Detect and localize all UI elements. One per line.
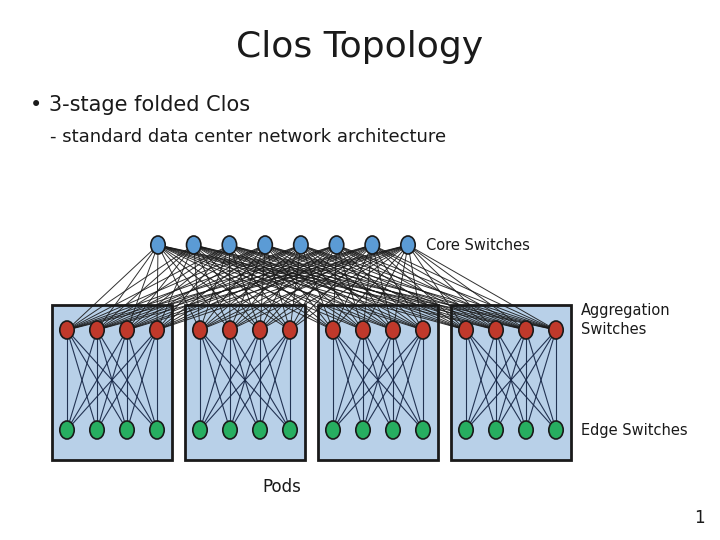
Ellipse shape xyxy=(186,236,201,254)
Ellipse shape xyxy=(386,421,400,439)
Ellipse shape xyxy=(549,321,563,339)
Ellipse shape xyxy=(60,421,74,439)
Ellipse shape xyxy=(416,321,431,339)
Ellipse shape xyxy=(386,321,400,339)
Text: • 3-stage folded Clos: • 3-stage folded Clos xyxy=(30,95,250,115)
Bar xyxy=(318,305,438,460)
Ellipse shape xyxy=(356,421,370,439)
Ellipse shape xyxy=(519,321,534,339)
Ellipse shape xyxy=(489,421,503,439)
Ellipse shape xyxy=(294,236,308,254)
Ellipse shape xyxy=(120,321,134,339)
Ellipse shape xyxy=(356,321,370,339)
Ellipse shape xyxy=(489,321,503,339)
Ellipse shape xyxy=(325,321,341,339)
Ellipse shape xyxy=(416,421,431,439)
Ellipse shape xyxy=(193,321,207,339)
Ellipse shape xyxy=(519,421,534,439)
Bar xyxy=(451,305,571,460)
Text: Pods: Pods xyxy=(262,478,301,496)
Text: Clos Topology: Clos Topology xyxy=(236,30,484,64)
Ellipse shape xyxy=(283,421,297,439)
Ellipse shape xyxy=(90,421,104,439)
Bar xyxy=(185,305,305,460)
Ellipse shape xyxy=(150,421,164,439)
Text: 1: 1 xyxy=(694,509,705,527)
Text: - standard data center network architecture: - standard data center network architect… xyxy=(50,128,446,146)
Ellipse shape xyxy=(222,421,237,439)
Ellipse shape xyxy=(222,321,237,339)
Ellipse shape xyxy=(459,321,473,339)
Ellipse shape xyxy=(60,321,74,339)
Ellipse shape xyxy=(193,421,207,439)
Ellipse shape xyxy=(150,321,164,339)
Ellipse shape xyxy=(365,236,379,254)
Ellipse shape xyxy=(283,321,297,339)
Ellipse shape xyxy=(253,321,267,339)
Ellipse shape xyxy=(90,321,104,339)
Ellipse shape xyxy=(222,236,237,254)
Ellipse shape xyxy=(459,421,473,439)
Ellipse shape xyxy=(549,421,563,439)
Ellipse shape xyxy=(150,236,165,254)
Text: Core Switches: Core Switches xyxy=(426,238,530,253)
Bar xyxy=(52,305,172,460)
Ellipse shape xyxy=(325,421,341,439)
Ellipse shape xyxy=(401,236,415,254)
Text: Edge Switches: Edge Switches xyxy=(581,422,688,437)
Text: Aggregation
Switches: Aggregation Switches xyxy=(581,303,670,337)
Ellipse shape xyxy=(120,421,134,439)
Ellipse shape xyxy=(329,236,343,254)
Ellipse shape xyxy=(253,421,267,439)
Ellipse shape xyxy=(258,236,272,254)
